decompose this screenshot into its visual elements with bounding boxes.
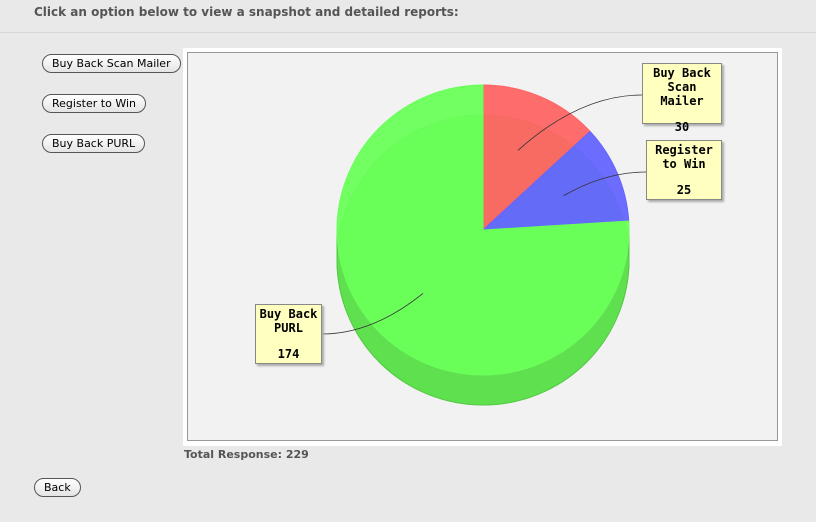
pie-slice [481, 130, 630, 231]
slice-label: Register to Win 25 [646, 140, 722, 200]
back-button[interactable]: Back [34, 478, 81, 497]
slice-name: Buy Back PURL [259, 307, 318, 335]
slice-value: 174 [277, 347, 300, 361]
slice-value: 25 [676, 183, 692, 197]
report-button[interactable]: Buy Back PURL [42, 134, 146, 153]
slice-label: Buy Back Scan Mailer 30 [642, 63, 722, 134]
total-response: Total Response: 229 [184, 448, 309, 461]
slice-name: Buy Back Scan Mailer [653, 66, 711, 108]
leader-line [563, 171, 647, 197]
slice-name: Register to Win [655, 143, 713, 171]
slice-value: 30 [674, 120, 690, 134]
pie-slice [482, 84, 591, 232]
report-button[interactable]: Buy Back Scan Mailer [42, 54, 181, 73]
leader-line [517, 94, 643, 151]
leader-line [321, 293, 424, 335]
pie-slice [336, 84, 630, 376]
divider [0, 32, 816, 33]
instruction: Click an option below to view a snapshot… [34, 5, 459, 19]
report-button[interactable]: Register to Win [42, 94, 146, 113]
slice-label: Buy Back PURL 174 [255, 304, 322, 364]
